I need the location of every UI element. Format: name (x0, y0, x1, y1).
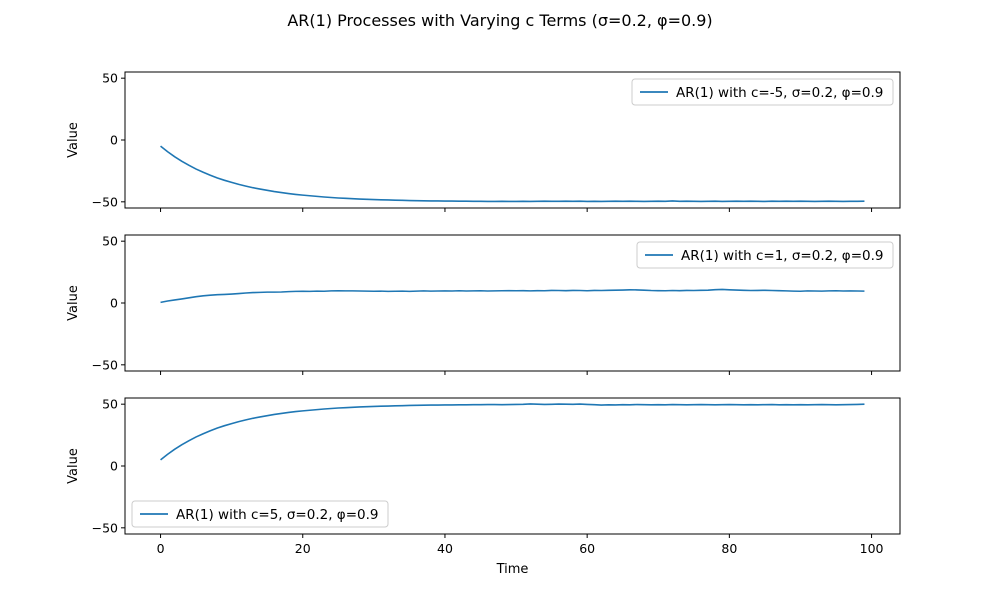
legend-box (631, 78, 894, 106)
x-axis-label: Time (496, 562, 529, 577)
subplot-1: −50 0 50 Value AR(1) with c=-5, σ=0.2, φ=0.9 (66, 71, 901, 212)
legend: AR(1) with c=1, σ=0.2, φ=0.9 (636, 241, 894, 269)
y-tick-label: 0 (110, 459, 118, 474)
series-line (160, 145, 865, 203)
series-line (160, 403, 865, 461)
y-axis-label: Value (66, 285, 81, 321)
x-tick-label: 100 (860, 541, 884, 556)
x-tick-label: 0 (157, 541, 165, 556)
x-tick-label: 40 (437, 541, 453, 556)
x-tick-label: 60 (579, 541, 595, 556)
y-tick-label: 0 (110, 296, 118, 311)
legend-label: AR(1) with c=-5, σ=0.2, φ=0.9 (676, 85, 883, 101)
legend: AR(1) with c=-5, σ=0.2, φ=0.9 (631, 78, 894, 106)
x-tick-label: 80 (721, 541, 737, 556)
y-axis-label: Value (66, 448, 81, 484)
y-tick-label: 50 (102, 234, 118, 249)
subplot-3: −50 0 50 0 20 40 60 80 100 Value Time AR(1) with c=… (66, 397, 901, 577)
y-tick-label: −50 (92, 520, 118, 535)
legend-box (131, 500, 389, 528)
y-tick-label: 50 (102, 397, 118, 412)
figure-title: AR(1) Processes with Varying c Terms (σ=… (287, 11, 712, 30)
y-tick-label: 0 (110, 133, 118, 148)
series-line (160, 288, 865, 304)
legend-label: AR(1) with c=5, σ=0.2, φ=0.9 (176, 507, 378, 523)
plot-frame (124, 234, 901, 372)
y-axis-label: Value (66, 122, 81, 158)
plot-frame (124, 397, 901, 535)
y-tick-label: 50 (102, 71, 118, 86)
y-tick-label: −50 (92, 194, 118, 209)
legend-box (636, 241, 894, 269)
subplot-2: −50 0 50 Value AR(1) with c=1, σ=0.2, φ=0.9 (66, 234, 901, 375)
legend-label: AR(1) with c=1, σ=0.2, φ=0.9 (681, 248, 883, 264)
plot-frame (124, 71, 901, 209)
y-tick-label: −50 (92, 357, 118, 372)
x-tick-label: 20 (295, 541, 311, 556)
legend: AR(1) with c=5, σ=0.2, φ=0.9 (131, 500, 389, 528)
